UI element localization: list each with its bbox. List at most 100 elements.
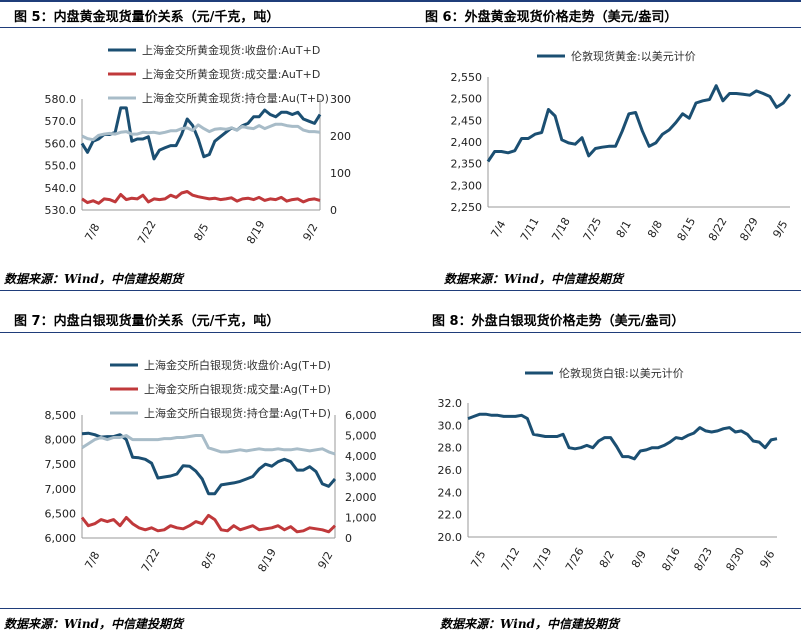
fig5-series-line-1 xyxy=(81,190,321,205)
fig7-ytick-right-0: 0 xyxy=(345,532,352,545)
top-rule xyxy=(0,0,801,2)
fig7-ytick-left-0: 6,000 xyxy=(45,532,77,545)
fig6-xtick-3: 7/25 xyxy=(581,215,605,243)
fig8-ytick-left-0: 20.0 xyxy=(438,531,463,544)
fig8-ytick-left-4: 28.0 xyxy=(438,442,463,455)
fig8-ytick-left-3: 26.0 xyxy=(438,464,463,477)
fig8-xtick-5: 8/9 xyxy=(629,548,649,570)
fig7-ytick-right-4: 4,000 xyxy=(345,450,377,463)
fig8-ytick-left-1: 22.0 xyxy=(438,509,463,522)
fig6-ytick-left-0: 2,250 xyxy=(451,201,483,214)
fig8-xtick-4: 8/2 xyxy=(597,548,617,570)
fig6-ytick-left-2: 2,350 xyxy=(451,158,483,171)
fig5-ytick-left-1: 540.0 xyxy=(45,182,77,195)
fig6-chart: 伦敦现货黄金:以美元计价 2,250 2,300 2,350 2,400 2,450 2,5… xyxy=(451,49,792,243)
fig8-xtick-6: 8/16 xyxy=(659,545,683,573)
fig8-xtick-8: 8/30 xyxy=(724,545,748,573)
fig8-chart: 伦敦现货白银:以美元计价 20.0 22.0 24.0 26.0 28.0 30.0 32.0… xyxy=(438,366,778,573)
fig7-xtick-4: 9/2 xyxy=(315,549,335,571)
fig8-series-line-0 xyxy=(467,412,778,461)
fig6-xtick-6: 8/15 xyxy=(675,215,699,243)
fig7-source: 数据来源：Wind，中信建投期货 xyxy=(4,617,183,631)
fig5-ytick-left-0: 530.0 xyxy=(45,204,77,217)
fig7-xtick-2: 8/5 xyxy=(199,549,219,571)
mid-rule xyxy=(0,290,801,291)
fig5-series-line-2 xyxy=(81,122,321,142)
fig5-legend-label-2: 上海金交所黄金现货:持仓量:Au(T+D) xyxy=(142,91,329,105)
fig5-title: 图 5：内盘黄金现货量价关系（元/千克，吨） xyxy=(14,10,280,25)
fig6-series-line-0 xyxy=(486,84,792,163)
title-rule-top xyxy=(0,27,801,28)
fig6-title: 图 6：外盘黄金现货价格走势（美元/盎司） xyxy=(425,10,678,25)
fig6-ytick-left-1: 2,300 xyxy=(451,179,483,192)
fig7-series-line-0 xyxy=(81,431,337,496)
fig6-xtick-5: 8/8 xyxy=(645,218,665,240)
fig5-xtick-3: 8/19 xyxy=(244,218,268,246)
fig6-xtick-0: 7/4 xyxy=(488,218,508,240)
fig5-series-line-0 xyxy=(80,106,322,161)
fig7-xtick-1: 7/22 xyxy=(139,546,163,574)
fig5-xtick-0: 7/8 xyxy=(82,221,102,243)
fig5-ytick-left-3: 560.0 xyxy=(45,137,77,150)
fig6-ytick-left-5: 2,500 xyxy=(451,93,483,106)
fig7-ytick-left-5: 8,500 xyxy=(45,409,77,422)
fig6-xtick-4: 8/1 xyxy=(614,218,634,240)
fig5-ytick-right-1: 100 xyxy=(330,167,351,180)
fig7-ytick-right-5: 5,000 xyxy=(345,430,377,443)
fig7-ytick-left-4: 8,000 xyxy=(45,434,77,447)
fig8-ytick-left-6: 32.0 xyxy=(438,397,463,410)
fig5-ytick-right-2: 200 xyxy=(330,130,351,143)
fig6-ytick-left-6: 2,550 xyxy=(451,71,483,84)
fig7-series-line-1 xyxy=(80,513,337,534)
fig8-xtick-0: 7/5 xyxy=(468,548,488,570)
fig8-ytick-left-5: 30.0 xyxy=(438,419,463,432)
fig8-source: 数据来源：Wind，中信建投期货 xyxy=(440,617,619,631)
fig7-ytick-right-2: 2,000 xyxy=(345,491,377,504)
fig8-xtick-7: 8/23 xyxy=(691,545,715,573)
fig5-ytick-left-2: 550.0 xyxy=(45,160,77,173)
fig8-ytick-left-2: 24.0 xyxy=(438,486,463,499)
fig8-xtick-9: 9/6 xyxy=(757,548,777,570)
fig5-xtick-1: 7/22 xyxy=(135,218,159,246)
fig6-ytick-left-3: 2,400 xyxy=(451,136,483,149)
fig7-xtick-3: 8/19 xyxy=(255,546,279,574)
fig8-title: 图 8：外盘白银现货价格走势（美元/盎司） xyxy=(432,314,685,329)
fig8-xtick-1: 7/12 xyxy=(499,545,523,573)
fig7-title: 图 7：内盘白银现货量价关系（元/千克，吨） xyxy=(14,314,280,329)
fig5-xtick-4: 9/2 xyxy=(300,221,320,243)
title-rule-bottom xyxy=(0,332,801,333)
fig5-ytick-right-0: 0 xyxy=(330,204,337,217)
fig5-legend-label-1: 上海金交所黄金现货:成交量:AuT+D xyxy=(142,67,320,81)
fig8-legend-label-0: 伦敦现货白银:以美元计价 xyxy=(559,366,684,380)
fig7-ytick-right-3: 3,000 xyxy=(345,471,377,484)
fig6-xtick-2: 7/18 xyxy=(549,215,573,243)
fig6-xtick-7: 8/22 xyxy=(706,215,730,243)
fig5-ytick-left-5: 580.0 xyxy=(45,93,77,106)
fig7-series-line-2 xyxy=(81,434,336,456)
fig6-xtick-1: 7/11 xyxy=(518,215,542,243)
fig7-chart: 上海金交所白银现货:收盘价:Ag(T+D) 上海金交所白银现货:成交量:Ag(T+… xyxy=(45,358,377,574)
fig8-xtick-3: 7/26 xyxy=(563,545,587,573)
bottom-rule xyxy=(0,608,801,609)
fig5-ytick-left-4: 570.0 xyxy=(45,115,77,128)
fig6-xtick-8: 8/29 xyxy=(737,215,761,243)
fig6-xtick-9: 9/5 xyxy=(770,218,790,240)
fig7-ytick-left-3: 7,500 xyxy=(45,458,77,471)
fig5-chart: 上海金交所黄金现货:收盘价:AuT+D 上海金交所黄金现货:成交量:AuT+D 上海… xyxy=(45,43,352,246)
fig6-legend-label-0: 伦敦现货黄金:以美元计价 xyxy=(571,49,696,63)
fig5-legend-label-0: 上海金交所黄金现货:收盘价:AuT+D xyxy=(142,43,320,57)
fig7-ytick-left-2: 7,000 xyxy=(45,483,77,496)
fig7-ytick-right-1: 1,000 xyxy=(345,512,377,525)
fig7-legend-label-2: 上海金交所白银现货:持仓量:Ag(T+D) xyxy=(144,406,331,420)
fig5-ytick-right-3: 300 xyxy=(330,93,351,106)
fig6-ytick-left-4: 2,450 xyxy=(451,114,483,127)
fig7-legend-label-1: 上海金交所白银现货:成交量:Ag(T+D) xyxy=(144,382,331,396)
fig6-source: 数据来源：Wind，中信建投期货 xyxy=(444,272,623,286)
fig7-ytick-left-1: 6,500 xyxy=(45,507,77,520)
fig5-xtick-2: 8/5 xyxy=(191,221,211,243)
fig7-ytick-right-6: 6,000 xyxy=(345,409,377,422)
fig8-xtick-2: 7/19 xyxy=(531,545,555,573)
fig7-xtick-0: 7/8 xyxy=(82,549,102,571)
fig7-legend-label-0: 上海金交所白银现货:收盘价:Ag(T+D) xyxy=(144,358,331,372)
fig5-source: 数据来源：Wind，中信建投期货 xyxy=(4,272,183,286)
